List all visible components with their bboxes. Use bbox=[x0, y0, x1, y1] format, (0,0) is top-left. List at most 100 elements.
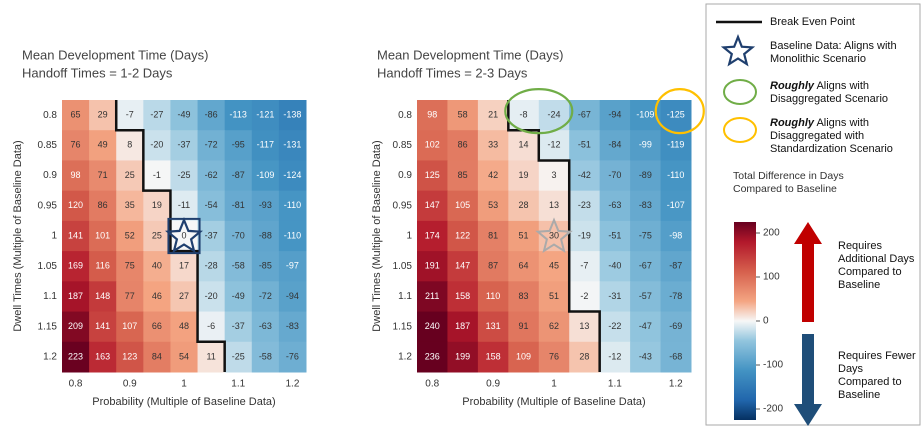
heatmap-cell bbox=[417, 251, 448, 282]
cell-label: 148 bbox=[95, 291, 110, 301]
heatmap-cell bbox=[197, 251, 226, 282]
legend-text: Aligns with Disaggregated with Standardi… bbox=[770, 117, 893, 155]
legend-label: Roughly Aligns with Disaggregated with S… bbox=[770, 117, 915, 156]
heatmap-cell bbox=[224, 190, 253, 222]
cell-label: 71 bbox=[98, 170, 108, 180]
heatmap-cell bbox=[599, 341, 631, 373]
cell-label: -28 bbox=[205, 261, 218, 271]
heatmap-cell bbox=[116, 130, 144, 161]
heatmap-cell bbox=[278, 341, 307, 373]
heatmap-cell bbox=[569, 251, 601, 282]
y-tick-label: 0.95 bbox=[393, 200, 413, 211]
x-tick-label: 1.2 bbox=[669, 379, 683, 390]
cell-label: 19 bbox=[519, 170, 529, 180]
heatmap-cell bbox=[569, 130, 601, 161]
cell-label: -31 bbox=[608, 291, 621, 301]
cell-label: -51 bbox=[608, 230, 621, 240]
heatmap-cell bbox=[538, 341, 570, 373]
cell-label: 76 bbox=[71, 140, 81, 150]
heatmap-cell bbox=[143, 160, 171, 192]
heatmap-cell bbox=[116, 160, 144, 192]
cell-label: 102 bbox=[425, 140, 440, 150]
cell-label: -7 bbox=[580, 261, 588, 271]
cell-label: 91 bbox=[519, 321, 529, 331]
y-tick-label: 1.05 bbox=[393, 261, 413, 272]
cell-label: -83 bbox=[639, 200, 652, 210]
cell-label: 58 bbox=[458, 109, 468, 119]
cell-label: -19 bbox=[578, 230, 591, 240]
cell-label: -94 bbox=[286, 291, 299, 301]
cell-label: -119 bbox=[667, 140, 684, 150]
heatmap-cell bbox=[538, 190, 570, 222]
heatmap-cell bbox=[62, 311, 90, 343]
colorbar-tick-label: -100 bbox=[763, 360, 783, 371]
cell-label: 141 bbox=[95, 321, 110, 331]
heatmap-cell bbox=[660, 341, 692, 373]
heatmap-cell bbox=[143, 130, 171, 161]
heatmap-cell bbox=[62, 100, 90, 131]
cell-label: 0 bbox=[181, 230, 186, 240]
heatmap-cell bbox=[224, 100, 253, 131]
heatmap-cell bbox=[170, 130, 199, 161]
heatmap-cell bbox=[116, 190, 144, 222]
legend-box bbox=[705, 3, 921, 426]
cell-label: -1 bbox=[153, 170, 161, 180]
legend-green-ellipse bbox=[723, 79, 757, 105]
heatmap-cell bbox=[278, 100, 307, 131]
heatmap-cell bbox=[417, 281, 448, 313]
heatmap-cell bbox=[569, 220, 601, 252]
cell-label: -78 bbox=[669, 291, 682, 301]
colorbar-tick-label: 100 bbox=[763, 272, 780, 283]
legend-emphasis: Roughly bbox=[770, 117, 814, 129]
heatmap-cell bbox=[599, 190, 631, 222]
cell-label: -6 bbox=[207, 321, 215, 331]
cell-label: -20 bbox=[150, 140, 163, 150]
cell-label: 116 bbox=[95, 261, 109, 271]
x-axis-label: Probability (Multiple of Baseline Data) bbox=[462, 396, 645, 408]
heatmap-cell bbox=[447, 160, 479, 192]
heatmap-cell bbox=[477, 100, 509, 131]
cell-label: -121 bbox=[256, 109, 274, 119]
cell-label: -97 bbox=[286, 261, 299, 271]
heatmap-cell bbox=[417, 130, 448, 161]
heatmap-cell bbox=[477, 341, 509, 373]
cell-label: -67 bbox=[578, 109, 591, 119]
cell-label: -27 bbox=[150, 109, 163, 119]
heatmap-cell bbox=[569, 281, 601, 313]
cell-label: -12 bbox=[547, 140, 560, 150]
heatmap-cell bbox=[251, 100, 280, 131]
cell-label: -12 bbox=[608, 351, 621, 361]
cell-label: -69 bbox=[669, 321, 682, 331]
cell-label: -89 bbox=[639, 170, 652, 180]
chart-title: Mean Development Time (Days) bbox=[377, 47, 563, 62]
heatmap-cell bbox=[599, 311, 631, 343]
heatmap-cell bbox=[447, 100, 479, 131]
cell-label: -43 bbox=[639, 351, 652, 361]
heatmap-cell bbox=[569, 190, 601, 222]
heatmap-cell bbox=[508, 130, 540, 161]
cell-label: -25 bbox=[177, 170, 190, 180]
chart-subtitle: Handoff Times = 1-2 Days bbox=[22, 65, 173, 80]
cell-label: 174 bbox=[425, 230, 440, 240]
cell-label: 187 bbox=[68, 291, 83, 301]
cell-label: -37 bbox=[177, 140, 190, 150]
y-tick-label: 0.85 bbox=[393, 140, 413, 151]
cell-label: -87 bbox=[232, 170, 245, 180]
cell-label: -113 bbox=[230, 109, 247, 119]
cell-label: 8 bbox=[127, 140, 132, 150]
x-tick-label: 1 bbox=[551, 379, 557, 390]
cell-label: 25 bbox=[125, 170, 135, 180]
cell-label: 107 bbox=[122, 321, 137, 331]
cell-label: -49 bbox=[232, 291, 245, 301]
heatmap-cell bbox=[477, 160, 509, 192]
cell-label: -25 bbox=[232, 351, 245, 361]
cell-label: -67 bbox=[639, 261, 652, 271]
cell-label: -87 bbox=[669, 261, 682, 271]
cell-label: 66 bbox=[152, 321, 162, 331]
heatmap-cell bbox=[599, 100, 631, 131]
cell-label: 84 bbox=[152, 351, 162, 361]
cell-label: 33 bbox=[488, 140, 498, 150]
heatmap-cell bbox=[630, 341, 662, 373]
cell-label: -124 bbox=[283, 170, 301, 180]
heatmap-cell bbox=[538, 160, 570, 192]
